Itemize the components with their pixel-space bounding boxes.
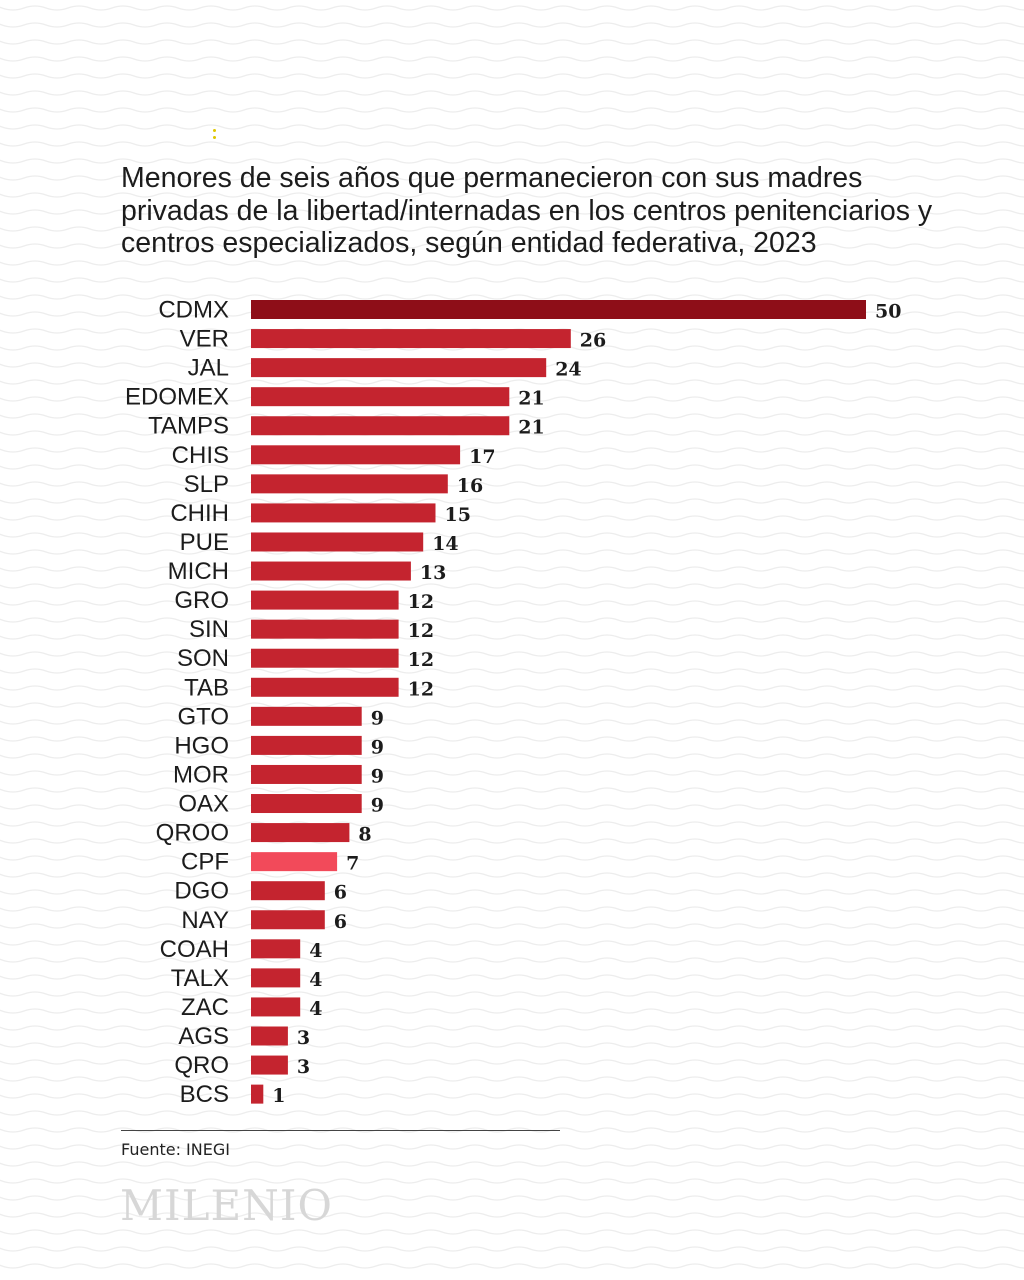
category-label-talx: TALX xyxy=(171,965,229,992)
bar-nay xyxy=(251,910,325,930)
bar-ags xyxy=(251,1026,288,1046)
bar-dgo xyxy=(251,881,325,901)
category-label-chis: CHIS xyxy=(172,442,229,469)
category-label-mor: MOR xyxy=(173,761,229,788)
bar-chih xyxy=(251,503,436,523)
value-label-son: 12 xyxy=(408,649,434,671)
category-label-hgo: HGO xyxy=(174,732,229,759)
bar-slp xyxy=(251,474,448,494)
milenio-logo: MILENIO xyxy=(120,1181,333,1230)
bar-coah xyxy=(251,939,301,959)
category-label-sin: SIN xyxy=(189,616,229,643)
bar-talx xyxy=(251,968,301,988)
value-label-zac: 4 xyxy=(309,998,322,1020)
accent-dots xyxy=(213,129,217,141)
category-label-tamps: TAMPS xyxy=(148,413,229,440)
bar-sin xyxy=(251,619,399,639)
category-label-coah: COAH xyxy=(160,936,229,963)
bar-zac xyxy=(251,997,301,1017)
value-label-bcs: 1 xyxy=(272,1085,285,1107)
bar-jal xyxy=(251,358,547,378)
value-label-coah: 4 xyxy=(309,940,322,962)
value-label-gto: 9 xyxy=(371,707,384,729)
value-label-gro: 12 xyxy=(408,591,434,613)
value-label-ags: 3 xyxy=(297,1027,310,1049)
category-label-bcs: BCS xyxy=(180,1081,229,1108)
value-label-dgo: 6 xyxy=(334,882,347,904)
category-label-tab: TAB xyxy=(184,674,229,701)
value-label-mor: 9 xyxy=(371,765,384,787)
category-label-qroo: QROO xyxy=(156,820,229,847)
value-label-nay: 6 xyxy=(334,911,347,933)
value-label-tab: 12 xyxy=(408,678,434,700)
category-label-nay: NAY xyxy=(181,907,229,934)
bar-gto xyxy=(251,706,362,726)
category-label-jal: JAL xyxy=(188,355,229,382)
category-label-zac: ZAC xyxy=(181,994,229,1021)
value-label-cpf: 7 xyxy=(346,853,359,875)
bar-cdmx xyxy=(251,300,866,319)
value-label-oax: 9 xyxy=(371,795,384,817)
value-label-qroo: 8 xyxy=(358,824,371,846)
value-label-talx: 4 xyxy=(309,969,322,991)
chart-title: Menores de seis años que permanecieron c… xyxy=(121,162,933,259)
bar-oax xyxy=(251,794,362,814)
bar-tamps xyxy=(251,416,510,436)
bar-gro xyxy=(251,590,399,610)
category-label-ver: VER xyxy=(180,326,229,353)
category-label-chih: CHIH xyxy=(170,500,229,527)
category-label-pue: PUE xyxy=(180,529,229,556)
category-label-gro: GRO xyxy=(174,587,229,614)
bar-mich xyxy=(251,561,411,581)
value-label-qro: 3 xyxy=(297,1056,310,1078)
category-label-qro: QRO xyxy=(174,1052,229,1079)
category-label-mich: MICH xyxy=(168,558,229,585)
category-label-oax: OAX xyxy=(178,791,229,818)
value-label-pue: 14 xyxy=(432,533,458,555)
value-label-cdmx: 50 xyxy=(875,301,901,323)
value-label-mich: 13 xyxy=(420,562,446,584)
bar-son xyxy=(251,648,399,668)
value-label-slp: 16 xyxy=(457,475,483,497)
bar-edomex xyxy=(251,387,510,407)
category-label-dgo: DGO xyxy=(174,878,229,905)
value-label-edomex: 21 xyxy=(518,388,544,410)
value-label-ver: 26 xyxy=(580,330,606,352)
category-label-gto: GTO xyxy=(177,703,229,730)
bar-qro xyxy=(251,1055,288,1075)
bar-cpf xyxy=(251,852,338,872)
value-label-jal: 24 xyxy=(555,359,581,381)
bar-pue xyxy=(251,532,424,552)
value-label-tamps: 21 xyxy=(518,417,544,439)
bar-bcs xyxy=(251,1084,264,1104)
category-label-ags: AGS xyxy=(178,1023,229,1050)
bar-chis xyxy=(251,445,461,465)
category-label-edomex: EDOMEX xyxy=(125,384,229,411)
value-label-chih: 15 xyxy=(445,504,471,526)
category-label-slp: SLP xyxy=(184,471,229,498)
value-label-hgo: 9 xyxy=(371,736,384,758)
bar-mor xyxy=(251,764,362,784)
category-label-cdmx: CDMX xyxy=(158,297,229,324)
footer-divider xyxy=(121,1130,560,1131)
source-note: Fuente: INEGI xyxy=(121,1140,230,1159)
bar-hgo xyxy=(251,735,362,755)
category-label-son: SON xyxy=(177,645,229,672)
bar-qroo xyxy=(251,823,350,843)
bar-ver xyxy=(251,329,571,349)
value-label-chis: 17 xyxy=(469,446,495,468)
bar-tab xyxy=(251,677,399,697)
value-label-sin: 12 xyxy=(408,620,434,642)
category-label-cpf: CPF xyxy=(181,849,229,876)
